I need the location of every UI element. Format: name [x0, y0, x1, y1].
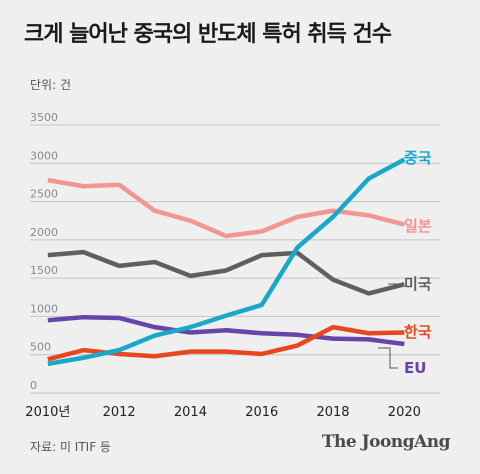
x-tick-label: 2020	[388, 405, 421, 420]
source-note: 자료: 미 ITIF 등	[30, 440, 111, 454]
x-tick-label: 2018	[316, 405, 349, 420]
chart-title: 크게 늘어난 중국의 반도체 특허 취득 건수	[24, 22, 392, 47]
y-tick-label: 0	[30, 379, 37, 392]
series-label: 중국	[404, 149, 432, 167]
series-label: 미국	[404, 275, 432, 293]
y-tick-label: 3000	[30, 149, 58, 162]
x-tick-label: 2016	[245, 405, 278, 420]
y-tick-label: 2000	[30, 226, 58, 239]
y-tick-label: 3500	[30, 111, 58, 124]
x-tick-label: 2012	[103, 405, 136, 420]
y-tick-label: 500	[30, 341, 51, 354]
x-tick-label: 2014	[174, 405, 207, 420]
unit-label: 단위: 건	[30, 78, 71, 92]
series-line	[47, 177, 405, 239]
label-leader-line	[378, 347, 398, 369]
series-label: EU	[404, 359, 426, 377]
y-tick-label: 1000	[30, 302, 58, 315]
series-label: 한국	[404, 323, 432, 341]
series-line	[47, 314, 405, 347]
series-line	[47, 249, 405, 296]
x-tick-label: 2010년	[25, 405, 70, 420]
y-tick-label: 1500	[30, 264, 58, 277]
series-line	[47, 157, 406, 367]
y-tick-label: 2500	[30, 188, 58, 201]
brand-logo: The JoongAng	[321, 432, 451, 452]
series-label: 일본	[404, 217, 432, 235]
